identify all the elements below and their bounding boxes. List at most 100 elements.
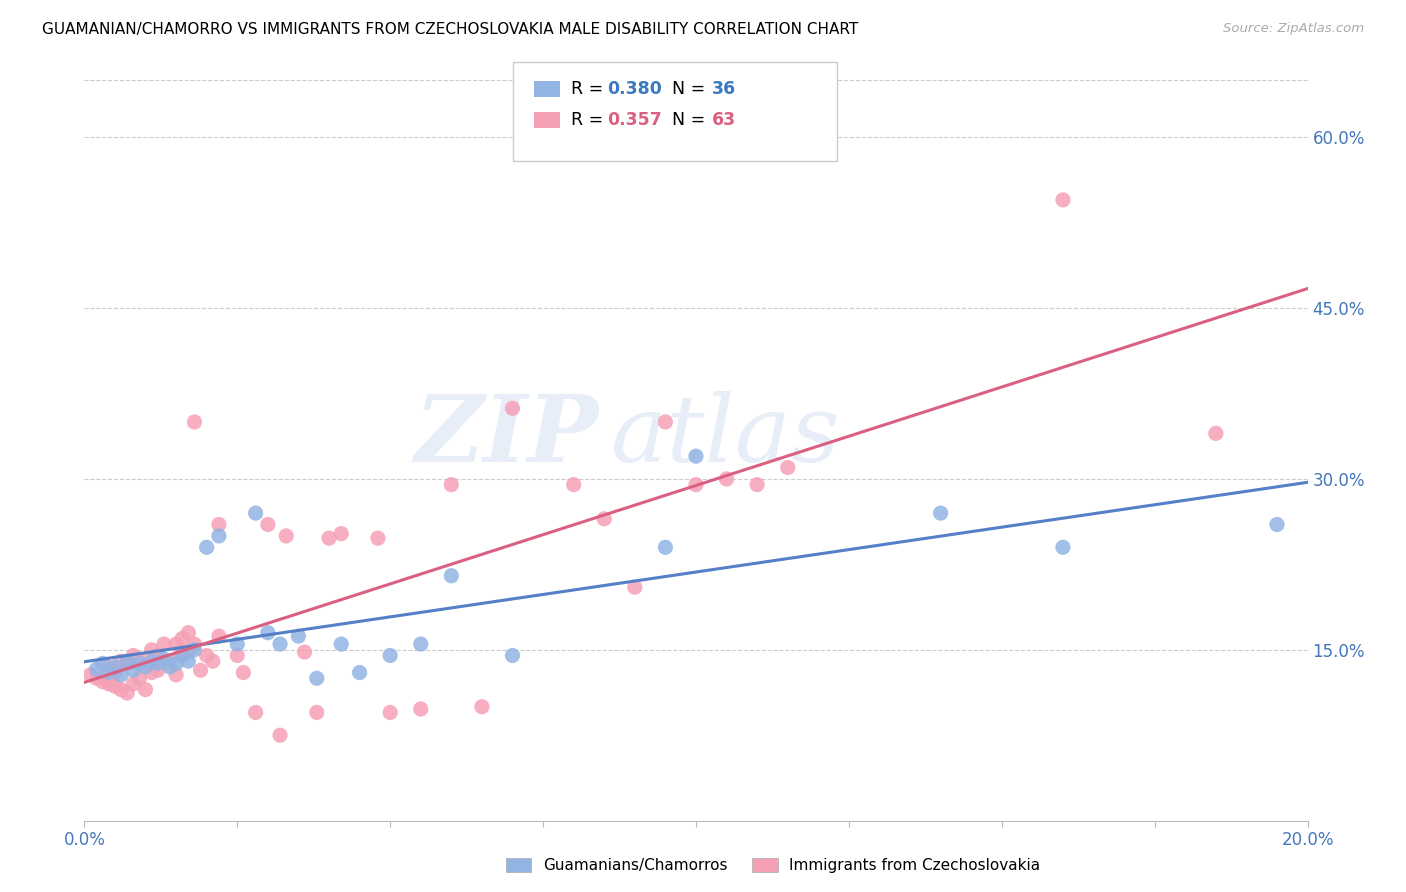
Text: atlas: atlas xyxy=(610,391,839,481)
Point xyxy=(128,652,150,666)
Point xyxy=(409,637,432,651)
Text: R =: R = xyxy=(571,112,609,129)
Text: 63: 63 xyxy=(711,112,735,129)
Point xyxy=(115,686,138,700)
Text: Immigrants from Czechoslovakia: Immigrants from Czechoslovakia xyxy=(789,858,1040,872)
Point xyxy=(172,645,194,659)
Point xyxy=(747,477,769,491)
Point xyxy=(97,665,120,680)
Point xyxy=(1052,193,1074,207)
Point xyxy=(159,660,181,674)
Point xyxy=(177,625,200,640)
Point xyxy=(122,648,145,663)
Point xyxy=(929,506,952,520)
Point xyxy=(226,648,249,663)
Point xyxy=(135,657,157,671)
Point xyxy=(195,541,218,555)
Point xyxy=(208,529,231,543)
Text: 0.380: 0.380 xyxy=(607,80,662,98)
Text: 36: 36 xyxy=(711,80,735,98)
Point xyxy=(287,629,309,643)
Point xyxy=(257,517,280,532)
Text: N =: N = xyxy=(661,112,710,129)
Point xyxy=(135,660,157,674)
Point xyxy=(110,682,132,697)
Point xyxy=(146,648,169,663)
Point xyxy=(294,645,316,659)
Point xyxy=(79,668,101,682)
Point xyxy=(367,531,389,545)
Point xyxy=(122,677,145,691)
Point xyxy=(177,654,200,668)
Point xyxy=(159,654,181,668)
Point xyxy=(183,642,205,657)
Point xyxy=(104,660,127,674)
Point xyxy=(269,637,291,651)
Point xyxy=(1205,426,1227,441)
Point xyxy=(122,663,145,677)
Point xyxy=(91,657,114,671)
Point xyxy=(110,654,132,668)
Point xyxy=(97,677,120,691)
Point xyxy=(330,637,353,651)
Point xyxy=(776,460,799,475)
Point xyxy=(183,415,205,429)
Point xyxy=(562,477,585,491)
Text: Source: ZipAtlas.com: Source: ZipAtlas.com xyxy=(1223,22,1364,36)
Point xyxy=(440,477,463,491)
Point xyxy=(115,654,138,668)
Point xyxy=(330,526,353,541)
Point xyxy=(146,663,169,677)
Point xyxy=(190,663,212,677)
Point xyxy=(172,632,194,646)
Point xyxy=(685,449,707,463)
Point xyxy=(502,401,524,416)
Point xyxy=(1265,517,1288,532)
Point xyxy=(276,529,298,543)
Point xyxy=(153,637,176,651)
Point xyxy=(257,625,280,640)
Point xyxy=(104,665,127,680)
Point xyxy=(97,660,120,674)
Point xyxy=(245,506,267,520)
Point xyxy=(153,657,176,671)
Text: R =: R = xyxy=(571,80,609,98)
Point xyxy=(91,674,114,689)
Point xyxy=(165,657,187,671)
Point xyxy=(502,648,524,663)
Point xyxy=(440,568,463,582)
Text: ZIP: ZIP xyxy=(413,391,598,481)
Point xyxy=(593,512,616,526)
Point xyxy=(177,645,200,659)
Point xyxy=(165,637,187,651)
Point xyxy=(624,580,647,594)
Point xyxy=(654,541,676,555)
Point xyxy=(115,657,138,671)
Point xyxy=(380,706,402,720)
Point xyxy=(318,531,340,545)
Point xyxy=(716,472,738,486)
Point xyxy=(471,699,494,714)
Point xyxy=(208,629,231,643)
Point xyxy=(349,665,371,680)
Point xyxy=(172,648,194,663)
Point xyxy=(654,415,676,429)
Point xyxy=(128,657,150,671)
Text: N =: N = xyxy=(661,80,710,98)
Point xyxy=(86,662,108,676)
Point xyxy=(165,668,187,682)
Point xyxy=(305,706,328,720)
Point xyxy=(195,648,218,663)
Point xyxy=(232,665,254,680)
Point xyxy=(128,671,150,685)
Point xyxy=(110,668,132,682)
Point xyxy=(141,654,163,668)
Point xyxy=(208,517,231,532)
Text: Guamanians/Chamorros: Guamanians/Chamorros xyxy=(543,858,727,872)
Point xyxy=(409,702,432,716)
Point xyxy=(269,728,291,742)
Point xyxy=(104,679,127,693)
Point xyxy=(1052,541,1074,555)
Text: GUAMANIAN/CHAMORRO VS IMMIGRANTS FROM CZECHOSLOVAKIA MALE DISABILITY CORRELATION: GUAMANIAN/CHAMORRO VS IMMIGRANTS FROM CZ… xyxy=(42,22,859,37)
Point xyxy=(141,665,163,680)
